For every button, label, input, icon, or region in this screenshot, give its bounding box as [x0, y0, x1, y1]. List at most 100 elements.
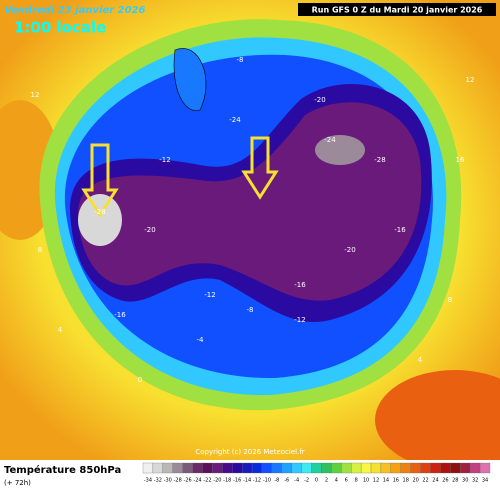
legend-swatch — [241, 462, 253, 474]
legend-label: -18 — [223, 478, 231, 484]
legend-label: -6 — [284, 478, 289, 484]
legend-label: 6 — [345, 478, 348, 484]
legend-label: -32 — [154, 478, 162, 484]
contour-label: 12 — [466, 76, 475, 84]
legend-label: 10 — [363, 478, 369, 484]
contour-label: 16 — [456, 156, 465, 164]
contour-label: -8 — [247, 306, 254, 314]
legend-label: 16 — [393, 478, 399, 484]
legend-label: -14 — [243, 478, 251, 484]
legend-swatch — [450, 462, 461, 474]
contour-label: -8 — [237, 56, 244, 64]
legend-label: -20 — [213, 478, 221, 484]
legend-swatch — [410, 462, 421, 474]
legend-swatch — [479, 462, 491, 474]
legend-label: 22 — [422, 478, 428, 484]
legend-swatch — [370, 462, 382, 474]
legend-label: 0 — [315, 478, 318, 484]
legend-label: 32 — [472, 478, 478, 484]
contour-label: -20 — [144, 226, 155, 234]
legend-swatch — [172, 462, 183, 474]
contour-label: -28 — [94, 208, 105, 216]
legend-swatch — [281, 462, 292, 474]
legend-label: 18 — [403, 478, 409, 484]
legend-label: 20 — [412, 478, 418, 484]
contour-label: -24 — [229, 116, 241, 124]
legend-swatch — [400, 462, 411, 474]
legend-label: -12 — [253, 478, 261, 484]
legend-swatch — [301, 462, 312, 474]
legend-label: 24 — [432, 478, 438, 484]
legend-label: 30 — [462, 478, 468, 484]
contour-label: 0 — [138, 376, 142, 384]
contour-label: -28 — [374, 156, 385, 164]
legend-label: 12 — [373, 478, 379, 484]
contour-label: -20 — [344, 246, 355, 254]
legend-label: -24 — [193, 478, 201, 484]
legend-swatch — [470, 462, 481, 474]
legend-label: -22 — [203, 478, 211, 484]
contour-label: -12 — [159, 156, 170, 164]
legend-swatch — [222, 462, 233, 474]
legend-swatch — [390, 462, 401, 474]
legend-swatch — [430, 462, 441, 474]
map-labels: -28 -24 -20 -16 -12 -24 -28 -20 -16 -12 -8 -4 0 4 8 12 1… — [31, 56, 475, 384]
contour-label: -16 — [394, 226, 406, 234]
legend-swatch — [460, 462, 471, 474]
legend-swatch — [291, 462, 302, 474]
legend-swatch — [380, 462, 392, 474]
legend-label: -8 — [274, 478, 279, 484]
legend-label: -4 — [294, 478, 299, 484]
legend-label: 8 — [355, 478, 358, 484]
run: Run GFS 0 Z du Mardi 20 janvier 2026 — [312, 6, 483, 15]
legend-swatch — [212, 462, 223, 474]
legend-swatch — [152, 462, 163, 474]
legend-swatch — [232, 462, 243, 474]
legend-label: 4 — [335, 478, 338, 484]
legend-label: -30 — [164, 478, 172, 484]
contour-label: -24 — [324, 136, 336, 144]
legend-label: 2 — [325, 478, 328, 484]
contour-label: 12 — [31, 91, 40, 99]
legend-label: -10 — [263, 478, 271, 484]
legend-swatch — [182, 462, 193, 474]
contour-label: 4 — [418, 356, 423, 364]
contour-label: -16 — [114, 311, 126, 319]
legend-label: -26 — [184, 478, 192, 484]
legend-swatch — [261, 462, 273, 474]
contour-label: 8 — [448, 296, 452, 304]
legend-swatch — [331, 462, 342, 474]
footer-step: (+ 72h) — [4, 479, 31, 487]
legend-swatch — [440, 462, 451, 474]
legend-swatch — [420, 462, 431, 474]
legend: -34 -32 -30 -28 -26 -24 -22 -20 -18 -16 -14 -12 -10-… — [142, 462, 491, 484]
legend-label: -2 — [304, 478, 309, 484]
legend-label: 28 — [452, 478, 458, 484]
contour-label: -12 — [204, 291, 215, 299]
footer-title: Température 850hPa — [4, 464, 121, 476]
legend-swatch — [142, 462, 154, 474]
legend-swatch — [251, 462, 263, 474]
contour-label: -4 — [197, 336, 205, 344]
copyright: Copyright (c) 2026 Meteociel.fr — [195, 448, 304, 456]
time: 1:00 locale — [14, 19, 106, 37]
legend-swatch — [162, 462, 173, 474]
date: Vendredi 23 janvier 2026 — [4, 5, 146, 16]
legend-label: 34 — [482, 478, 488, 484]
contour-label: 4 — [58, 326, 63, 334]
legend-label: -34 — [144, 478, 152, 484]
contour-label: -16 — [294, 281, 306, 289]
legend-swatch — [202, 462, 213, 474]
legend-swatch — [341, 462, 352, 474]
legend-label: 26 — [442, 478, 448, 484]
legend-swatch — [360, 462, 372, 474]
contour-label: 8 — [38, 246, 42, 254]
legend-swatch — [351, 462, 362, 474]
contour-label: -12 — [294, 316, 305, 324]
legend-swatch — [192, 462, 203, 474]
legend-label: 14 — [383, 478, 389, 484]
map — [0, 0, 500, 470]
legend-label: -16 — [233, 478, 241, 484]
legend-swatch — [321, 462, 332, 474]
